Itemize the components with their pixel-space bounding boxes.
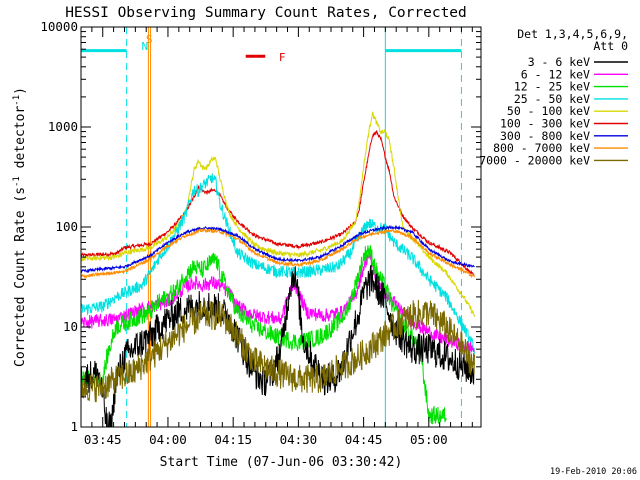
x-tick-label: 04:15 [214, 432, 252, 447]
series-25-50-kev [81, 173, 475, 354]
axes: 1 10 100 1000 10000 03:45 04:00 04:15 04:30 04:45… [40, 19, 481, 447]
y-axis-label-sup2: -1 [12, 95, 22, 106]
legend-label: 3 - 6 keV [528, 55, 590, 69]
series-800-7000-kev [81, 227, 475, 279]
y-tick-label: 1 [70, 419, 78, 434]
legend-label: 300 - 800 keV [500, 129, 590, 143]
x-tick-label: 04:30 [280, 432, 318, 447]
x-tick-label: 04:00 [149, 432, 187, 447]
series-3-6-kev [81, 264, 475, 427]
legend-header-line1: Det 1,3,4,5,6,9, [517, 27, 628, 41]
y-axis-label-end: ) [13, 87, 28, 95]
series-100-300-kev [81, 130, 475, 277]
x-axis-label: Start Time (07-Jun-06 03:30:42) [160, 455, 403, 470]
series-300-800-kev [81, 224, 475, 274]
y-tick-label: 100 [55, 219, 78, 234]
y-axis-label-main: Corrected Count Rate (s [13, 187, 28, 367]
annotation-n: N [142, 40, 149, 53]
series-12-25-kev [81, 244, 447, 425]
legend-label: 12 - 25 keV [514, 80, 590, 94]
annotations: NS F [142, 33, 286, 64]
y-tick-label: 10000 [40, 19, 78, 34]
series-7000-20000-kev [81, 299, 475, 403]
legend-label: 7000 - 20000 keV [479, 153, 590, 167]
x-tick-label: 03:45 [84, 432, 122, 447]
timestamp: 19-Feb-2010 20:06 [550, 467, 637, 477]
y-axis-label: Corrected Count Rate (s-1 detector-1) [12, 87, 28, 367]
legend-label: 50 - 100 keV [507, 104, 590, 118]
annotation-s: S [146, 33, 153, 46]
chart-title: HESSI Observing Summary Count Rates, Cor… [65, 5, 467, 21]
y-axis-label-sup1: -1 [12, 176, 22, 187]
series-50-100-kev [81, 111, 475, 317]
y-tick-label: 1000 [48, 119, 78, 134]
y-tick-label: 10 [63, 319, 78, 334]
x-tick-label: 04:45 [345, 432, 383, 447]
series-lines [81, 111, 475, 427]
legend-header-line2: Att 0 [593, 39, 628, 53]
y-axis-label-mid: detector [13, 106, 28, 177]
legend-label: 6 - 12 keV [521, 67, 590, 81]
annotation-f: F [279, 51, 286, 64]
legend-label: 25 - 50 keV [514, 92, 590, 106]
legend-label: 100 - 300 keV [500, 117, 590, 131]
x-tick-label: 05:00 [410, 432, 448, 447]
legend-label: 800 - 7000 keV [493, 141, 590, 155]
